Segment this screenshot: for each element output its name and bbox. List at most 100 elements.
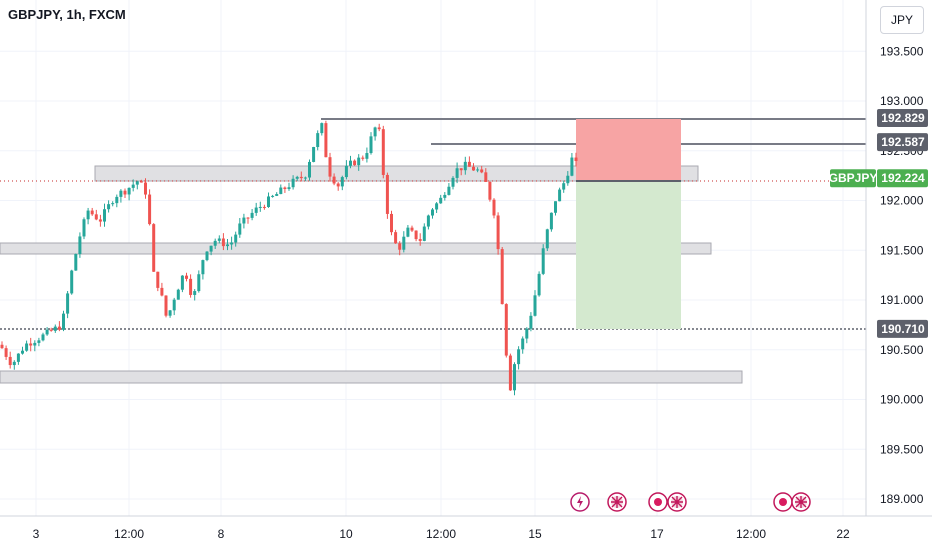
uk-flag-icon[interactable] [791,492,811,512]
candle [394,229,398,244]
candle [213,238,217,249]
x-tick-label: 10 [339,527,353,541]
candle [537,271,541,297]
candle [418,233,422,246]
candle [111,201,115,207]
candle [488,181,492,202]
candle [525,327,529,344]
candle [271,194,275,198]
price-tag-label: 192.829 [881,111,925,125]
price-axis[interactable] [866,0,932,516]
candle [189,274,193,298]
candle [127,187,131,201]
candle [344,160,348,180]
candle [57,321,61,332]
candle [103,203,106,227]
candle [562,180,566,193]
candle [53,324,57,333]
price-tag[interactable]: 190.710 [877,319,928,338]
candle [410,225,414,233]
candle [476,167,480,173]
candle [299,171,303,182]
candle [180,275,184,293]
candle [66,291,70,319]
candle [390,210,393,236]
price-tag-label: 192.224 [881,171,925,185]
candle [467,156,471,167]
candle [283,186,287,193]
candle [37,337,41,347]
candle [29,337,33,352]
candle [484,168,488,183]
candle [4,345,8,360]
candle [168,309,172,318]
candle [504,303,508,358]
currency-button[interactable]: JPY [880,6,924,34]
price-tag-bg [877,109,928,128]
candle [373,126,377,141]
candle [90,207,94,216]
candle [246,217,250,224]
candle [8,351,12,369]
candle [94,209,98,221]
candle [295,175,299,181]
candle [455,162,459,184]
candle [107,200,111,213]
candle [144,178,147,199]
x-tick-label: 3 [33,527,40,541]
candle [115,194,119,208]
candle [98,214,102,227]
candle [377,123,381,132]
candle [459,168,463,176]
price-tag[interactable]: 192.587 [877,133,928,152]
candle [443,192,447,201]
zone-support[interactable] [0,370,743,384]
event-dot-icon[interactable] [648,492,668,512]
price-tag-bg [877,133,928,152]
candle [123,188,127,198]
candle [349,155,352,169]
time-axis-ticks: 3 12:00 8 10 12:00 15 17 12:00 22 [33,527,850,541]
candle [131,179,135,192]
y-tick-label: 190.500 [880,343,924,357]
candle [570,152,574,177]
price-tag-bg [877,169,928,188]
candle [517,346,521,370]
event-dot-icon[interactable] [773,492,793,512]
candle [164,295,168,318]
y-tick-label: 191.500 [880,243,924,257]
candle [74,253,78,271]
candle [230,236,234,250]
symbol-tag-bg [830,169,876,188]
x-tick-label: 22 [836,527,850,541]
candle [549,212,553,232]
candle [574,152,578,167]
candle [45,327,49,336]
price-tag[interactable]: 192.829 [877,109,928,128]
x-tick-label: 8 [218,527,225,541]
candle [328,152,332,182]
candle [496,212,500,255]
candle [238,218,242,238]
uk-flag-icon[interactable] [667,492,687,512]
candle [398,241,402,256]
position-loss-zone[interactable] [576,119,681,181]
price-tag-bg [877,319,928,338]
x-tick-label: 12:00 [426,527,456,541]
position-profit-zone[interactable] [576,181,681,329]
uk-flag-icon[interactable] [607,492,627,512]
candle [554,201,557,216]
candle [267,192,270,208]
zone-mid[interactable] [0,242,712,255]
candle [513,362,516,396]
symbol-title[interactable]: GBPJPY, 1h, FXCM [8,7,126,22]
lightning-icon[interactable] [570,492,590,512]
candle [451,176,455,190]
candle [472,163,475,171]
price-axis-ticks: 193.500193.000192.500192.000191.500191.0… [880,44,924,506]
candle [447,183,451,196]
candle [201,259,205,280]
candle [221,233,225,251]
